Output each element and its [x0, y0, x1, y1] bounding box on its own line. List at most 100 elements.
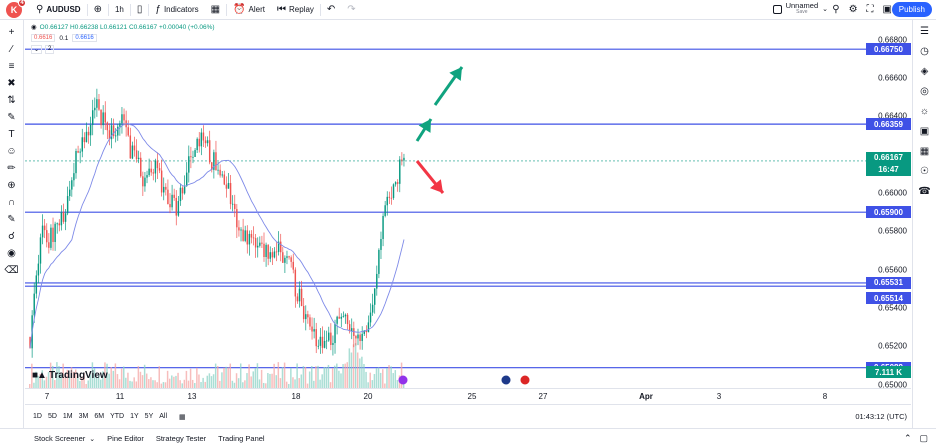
- broadcast-icon[interactable]: ☉: [920, 166, 929, 177]
- range-button-all[interactable]: All: [159, 413, 168, 420]
- volume-bar: [394, 370, 397, 388]
- lock-drawings-icon[interactable]: ✎: [7, 214, 16, 225]
- candle-body: [227, 183, 230, 189]
- go-to-date-icon[interactable]: ▦: [179, 413, 186, 421]
- level-price-tag[interactable]: 0.65531: [866, 276, 911, 289]
- lock-icon[interactable]: ☌: [8, 231, 15, 242]
- bottom-tab-pine-editor[interactable]: Pine Editor: [107, 434, 144, 443]
- candle-body: [336, 316, 338, 324]
- candle-body: [167, 189, 169, 205]
- watchlist-icon[interactable]: ☰: [920, 26, 929, 37]
- chevron-icon[interactable]: ⌄: [31, 45, 43, 54]
- alert-button[interactable]: ⏰ Alert: [233, 4, 265, 15]
- compare-button[interactable]: ⊕: [88, 0, 108, 20]
- range-button-1m[interactable]: 1M: [62, 413, 73, 420]
- volume-bar: [325, 367, 328, 388]
- trend-line-icon[interactable]: ∕: [10, 44, 13, 55]
- text-icon[interactable]: T: [8, 129, 15, 140]
- chat-icon[interactable]: ▣: [919, 126, 930, 137]
- calendar-icon[interactable]: ▦: [919, 146, 930, 157]
- ask-price[interactable]: 0.6616: [72, 34, 97, 42]
- layers-icon[interactable]: ◈: [920, 66, 929, 77]
- range-button-5d[interactable]: 5D: [47, 413, 57, 420]
- level-price-tag[interactable]: 0.65514: [866, 292, 911, 305]
- redo-button[interactable]: ↷: [341, 0, 361, 20]
- chart-type-button[interactable]: ▯: [131, 0, 149, 20]
- user-avatar[interactable]: K 4: [6, 0, 26, 18]
- utc-clock[interactable]: 01:43:12 (UTC): [855, 412, 907, 421]
- drawing-toolbar: + ∕ ≡ ✖ ⇅ ✎ T ☺ ✏ ⊕ ∩ ✎ ☌ ◉ ⌫: [0, 20, 24, 428]
- candle-body: [221, 174, 223, 176]
- volume-bar: [244, 380, 246, 388]
- projection-icon[interactable]: ⇅: [7, 95, 16, 106]
- bid-price[interactable]: 0.6616: [31, 34, 56, 42]
- price-chart[interactable]: [25, 21, 866, 388]
- volume-bar: [392, 373, 394, 388]
- fullscreen-icon[interactable]: ⛶: [866, 4, 874, 15]
- eye-icon[interactable]: ◉: [7, 248, 16, 259]
- maximize-icon[interactable]: ▢: [919, 433, 928, 443]
- range-button-ytd[interactable]: YTD: [110, 413, 125, 420]
- level-price-tag[interactable]: 0.66750: [866, 43, 911, 56]
- time-scale[interactable]: 7 11 13 18 20 25 27 Apr 3 8: [25, 388, 911, 404]
- candle-body: [140, 157, 142, 177]
- candle-body: [261, 242, 263, 244]
- indicators-button[interactable]: ƒ Indicators: [155, 4, 199, 15]
- volume-bar: [331, 368, 334, 388]
- candle-body: [173, 194, 175, 198]
- candle-body: [382, 215, 384, 240]
- volume-bar: [371, 380, 374, 388]
- chevron-down-icon[interactable]: ⌄: [89, 436, 96, 443]
- range-button-6m[interactable]: 6M: [94, 413, 105, 420]
- volume-bar: [382, 369, 384, 388]
- range-button-1d[interactable]: 1D: [33, 413, 42, 420]
- ruler-icon[interactable]: ✏: [7, 163, 16, 174]
- zoom-icon[interactable]: ⊕: [7, 180, 16, 191]
- candle-body: [296, 296, 299, 302]
- expand-icon[interactable]: ⌃: [903, 433, 912, 443]
- replay-button[interactable]: ⏮ Replay: [276, 4, 314, 15]
- alerts-clock-icon[interactable]: ◷: [920, 46, 929, 57]
- price-scale[interactable]: 0.66800 0.66600 0.66400 0.66000 0.65800 0.656…: [866, 21, 911, 389]
- crosshair-icon[interactable]: +: [8, 27, 15, 38]
- emoji-icon[interactable]: ☺: [6, 146, 17, 157]
- quick-search-icon[interactable]: ⚲: [832, 4, 840, 15]
- bottom-tab-stock-screener[interactable]: Stock Screener ⌄: [34, 434, 96, 443]
- symbol-search[interactable]: ⚲ AUDUSD: [30, 0, 87, 20]
- volume-bar: [41, 370, 44, 388]
- trash-icon[interactable]: ⌫: [4, 265, 19, 276]
- legend-eye-icon[interactable]: ◉: [31, 24, 37, 31]
- pattern-icon[interactable]: ✖: [7, 78, 16, 89]
- level-price-tag[interactable]: 0.65900: [866, 206, 911, 219]
- layout-selector[interactable]: Unnamed Save ⌄: [772, 2, 828, 16]
- current-price-tag[interactable]: 0.66167: [866, 151, 911, 164]
- volume-bar: [49, 362, 52, 388]
- candle-body: [267, 244, 269, 259]
- templates-button[interactable]: ▦: [205, 0, 226, 20]
- range-button-5y[interactable]: 5Y: [144, 413, 154, 420]
- ideas-icon[interactable]: ☼: [919, 106, 930, 117]
- range-button-3m[interactable]: 3M: [78, 413, 89, 420]
- volume-bar: [97, 374, 100, 388]
- fib-icon[interactable]: ≡: [8, 61, 15, 72]
- camera-icon[interactable]: ▣: [882, 4, 892, 15]
- volume-bar: [352, 344, 355, 388]
- candle-body: [286, 256, 288, 258]
- settings-icon[interactable]: ⚙: [848, 4, 858, 15]
- notifications-icon[interactable]: ☎: [918, 186, 931, 197]
- level-price-tag[interactable]: 0.66359: [866, 118, 911, 131]
- bottom-tab-strategy-tester[interactable]: Strategy Tester: [155, 434, 207, 443]
- undo-button[interactable]: ↶: [321, 0, 341, 20]
- brush-icon[interactable]: ✎: [7, 112, 16, 123]
- interval-button[interactable]: 1h: [114, 5, 124, 14]
- volume-bar: [108, 373, 110, 388]
- time-label: 18: [291, 392, 301, 401]
- publish-button[interactable]: Publish: [891, 2, 932, 17]
- target-icon[interactable]: ◎: [920, 86, 929, 97]
- magnet-icon[interactable]: ∩: [7, 197, 16, 208]
- volume-bar: [162, 382, 165, 388]
- volume-bar: [77, 374, 79, 388]
- bottom-tab-trading-panel[interactable]: Trading Panel: [218, 434, 265, 443]
- volume-bar: [290, 367, 292, 388]
- range-button-1y[interactable]: 1Y: [130, 413, 139, 420]
